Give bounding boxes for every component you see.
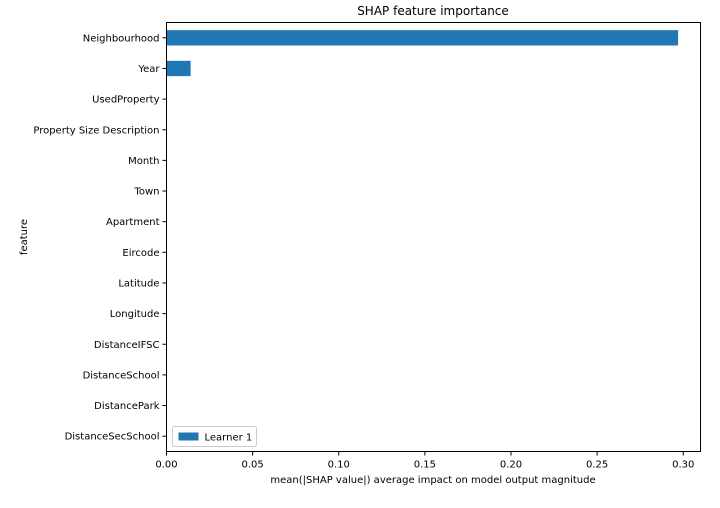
y-tick-label: Property Size Description	[33, 125, 159, 136]
x-tick-label: 0.10	[328, 460, 350, 471]
y-tick-label: DistanceSecSchool	[65, 432, 160, 443]
y-tick-label: Neighbourhood	[83, 33, 160, 44]
x-tick-label: 0.20	[500, 460, 522, 471]
y-tick-label: Apartment	[106, 217, 160, 228]
y-tick-label: Town	[133, 187, 159, 198]
legend-label: Learner 1	[205, 433, 253, 444]
y-tick-label: DistanceSchool	[83, 370, 160, 381]
y-tick-labels: Neighbourhood Year UsedProperty Property Si…	[33, 33, 167, 443]
x-axis-label: mean(|SHAP value|) average impact on mod…	[270, 475, 595, 486]
x-tick-label: 0.05	[241, 460, 263, 471]
legend-box	[172, 426, 257, 447]
y-tick-label: Latitude	[118, 278, 159, 289]
legend-swatch	[178, 432, 199, 441]
legend: Learner 1	[172, 426, 257, 447]
x-tick-labels: 0.00 0.05 0.10 0.15 0.20 0.25 0.30	[155, 451, 694, 471]
y-tick-label: DistancePark	[94, 401, 160, 412]
plot-frame	[166, 22, 701, 452]
chart-title: SHAP feature importance	[357, 4, 509, 18]
bar-neighbourhood	[166, 30, 679, 46]
bars	[166, 30, 679, 77]
x-tick-label: 0.30	[672, 460, 694, 471]
y-tick-label: UsedProperty	[92, 95, 159, 106]
y-tick-label: Eircode	[122, 248, 159, 259]
y-axis-label: feature	[19, 219, 30, 255]
x-tick-label: 0.15	[414, 460, 436, 471]
x-tick-label: 0.25	[586, 460, 608, 471]
y-tick-label: Longitude	[110, 309, 160, 320]
y-tick-label: Month	[128, 156, 159, 167]
y-tick-label: DistanceIFSC	[94, 340, 160, 351]
bar-year	[166, 60, 191, 77]
x-tick-label: 0.00	[155, 460, 177, 471]
y-tick-label: Year	[137, 64, 160, 75]
